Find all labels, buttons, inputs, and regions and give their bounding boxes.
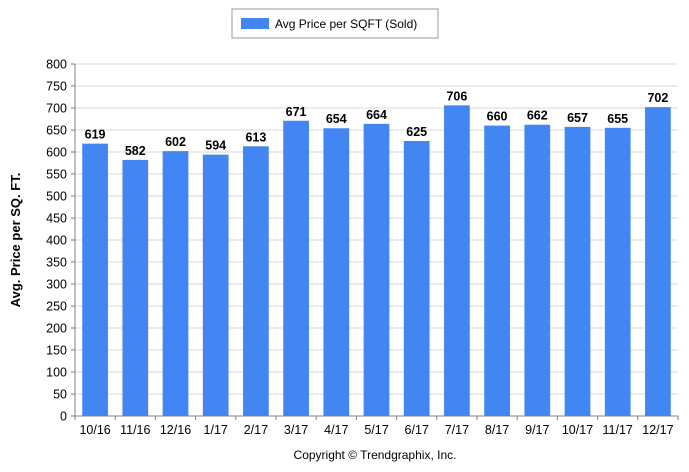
x-tick-label: 3/17 — [284, 423, 308, 437]
x-tick-label: 12/17 — [642, 423, 673, 437]
bar-value-label: 655 — [607, 112, 628, 126]
bar — [283, 120, 309, 416]
y-tick-label: 250 — [46, 300, 67, 314]
y-tick-label: 150 — [46, 344, 67, 358]
y-tick-label: 650 — [46, 124, 67, 138]
x-tick-label: 10/17 — [562, 423, 593, 437]
y-tick-label: 100 — [46, 366, 67, 380]
bar — [162, 151, 189, 416]
y-tick-label: 400 — [46, 234, 67, 248]
legend: Avg Price per SQFT (Sold) — [231, 8, 439, 39]
y-tick-label: 750 — [46, 80, 67, 94]
bar-value-label: 706 — [446, 89, 467, 103]
bar — [484, 125, 510, 416]
x-tick-label: 5/17 — [364, 423, 388, 437]
x-tick-label: 9/17 — [525, 423, 549, 437]
y-tick-label: 600 — [46, 146, 67, 160]
bar — [524, 124, 551, 416]
bar-value-label: 657 — [567, 111, 588, 125]
bar-value-label: 660 — [487, 110, 508, 124]
bar-value-label: 625 — [406, 125, 427, 139]
bar — [202, 154, 229, 416]
y-axis-title: Avg. Price per SQ. FT. — [8, 173, 23, 308]
y-tick-label: 0 — [60, 410, 67, 424]
x-tick-label: 11/17 — [603, 423, 633, 437]
bar-value-label: 582 — [125, 144, 146, 158]
x-tick-label: 10/16 — [79, 423, 110, 437]
x-tick-label: 6/17 — [405, 423, 429, 437]
x-tick-label: 11/16 — [120, 423, 150, 437]
bar-value-label: 602 — [165, 135, 186, 149]
y-tick-label: 350 — [46, 256, 67, 270]
bar-value-label: 654 — [326, 112, 347, 126]
y-axis-ticks: 0 50 100 150 200 250 300 350 400 450 500 550 600 650 7… — [46, 58, 75, 424]
bar-value-label: 594 — [205, 139, 226, 153]
bar-value-label: 662 — [527, 109, 548, 123]
bar-value-label: 613 — [245, 130, 266, 144]
legend-label: Avg Price per SQFT (Sold) — [275, 17, 417, 31]
bar-value-label: 664 — [366, 108, 387, 122]
x-tick-label: 1/17 — [204, 423, 228, 437]
x-axis-ticks: 10/16 11/16 12/16 1/17 2/17 3/17 4/17 5/17 6/17 7… — [74, 416, 679, 437]
bar — [604, 127, 631, 417]
data-labels: 619 582 602 594 613 671 654 664 625 706 660 662 657 6… — [85, 89, 669, 158]
y-tick-label: 800 — [46, 58, 67, 72]
x-tick-label: 8/17 — [485, 423, 509, 437]
x-tick-label: 12/16 — [160, 423, 191, 437]
bar-value-label: 619 — [85, 128, 106, 142]
axes — [74, 64, 678, 417]
y-tick-label: 500 — [46, 190, 67, 204]
x-tick-label: 7/17 — [445, 423, 469, 437]
bar — [82, 143, 108, 416]
y-tick-label: 300 — [46, 278, 67, 292]
x-tick-label: 2/17 — [244, 423, 268, 437]
bar — [444, 105, 470, 417]
y-tick-label: 200 — [46, 322, 67, 336]
copyright-text: Copyright © Trendgraphix, Inc. — [294, 448, 457, 462]
y-tick-label: 700 — [46, 102, 67, 116]
bar-value-label: 702 — [647, 91, 668, 105]
bars — [82, 105, 671, 417]
bar — [122, 159, 149, 417]
bar — [363, 123, 390, 416]
legend-swatch — [241, 18, 269, 29]
bar — [323, 128, 350, 417]
y-tick-label: 50 — [53, 388, 67, 402]
x-tick-label: 4/17 — [324, 423, 348, 437]
bar — [403, 141, 430, 416]
bar — [564, 126, 591, 417]
y-tick-label: 550 — [46, 168, 67, 182]
bar — [645, 107, 671, 417]
bar — [243, 146, 269, 416]
y-tick-label: 450 — [46, 212, 67, 226]
bar-value-label: 671 — [286, 105, 307, 119]
